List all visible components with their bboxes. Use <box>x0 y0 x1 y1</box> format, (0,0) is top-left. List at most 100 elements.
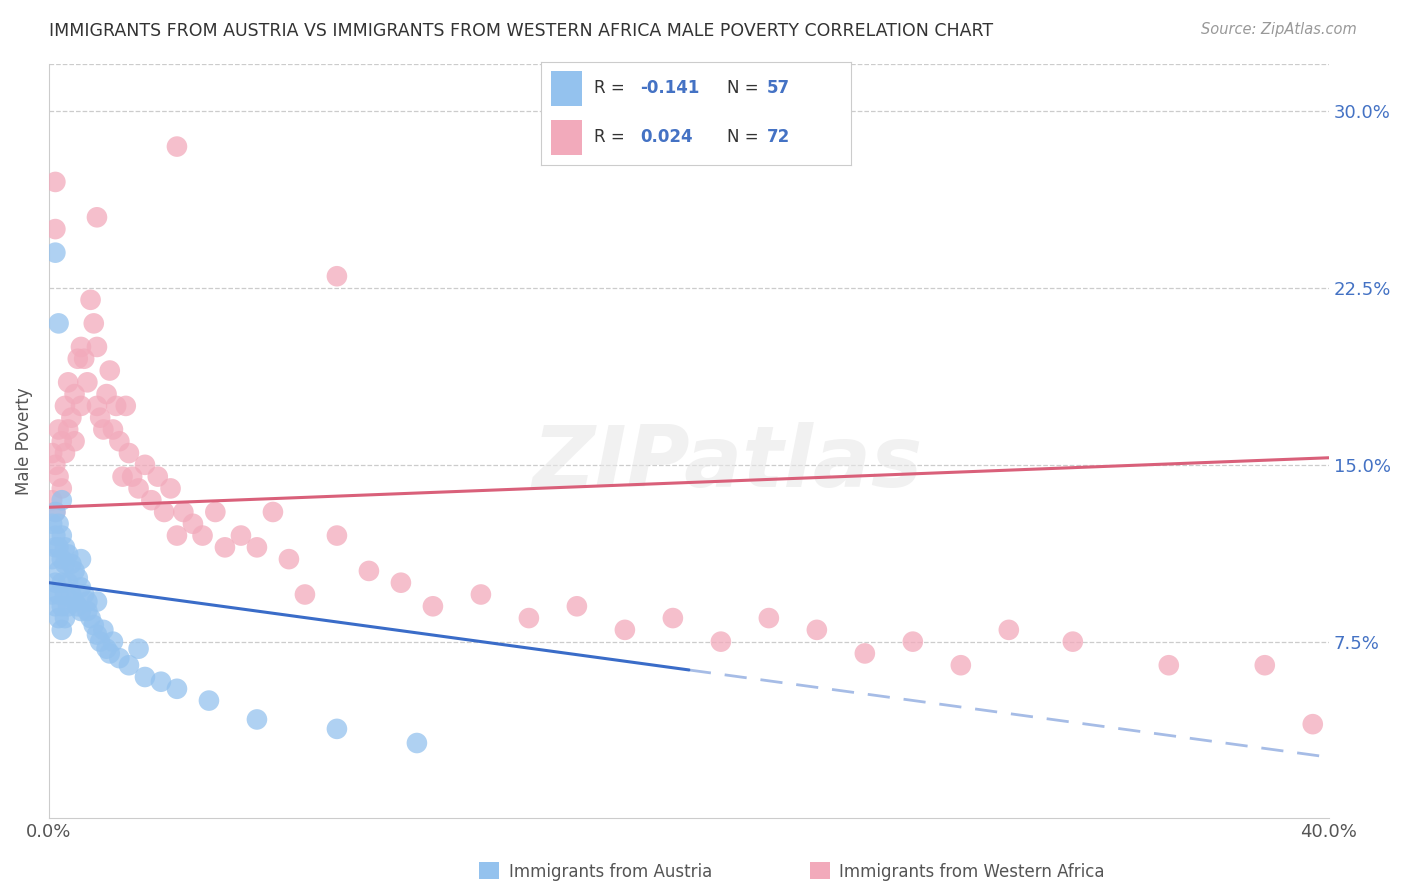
Point <box>389 575 412 590</box>
Point <box>93 623 115 637</box>
Point <box>121 469 143 483</box>
Point <box>83 317 105 331</box>
Text: N =: N = <box>727 79 763 97</box>
Point <box>63 564 86 578</box>
Point <box>86 399 108 413</box>
Point <box>326 528 349 542</box>
Point <box>53 541 76 555</box>
Point <box>70 552 93 566</box>
Point <box>76 376 98 390</box>
Point <box>166 139 188 153</box>
Point <box>166 681 188 696</box>
Point <box>758 611 780 625</box>
Text: Immigrants from Western Africa: Immigrants from Western Africa <box>839 863 1105 881</box>
Text: R =: R = <box>593 128 630 146</box>
Point <box>326 722 349 736</box>
Point <box>73 587 96 601</box>
Point <box>89 410 111 425</box>
Point <box>172 505 194 519</box>
Point <box>56 376 79 390</box>
Point <box>48 469 70 483</box>
Point <box>108 651 131 665</box>
Point <box>146 469 169 483</box>
Point <box>44 505 66 519</box>
Point <box>1302 717 1324 731</box>
Point <box>56 548 79 562</box>
Text: 72: 72 <box>768 128 790 146</box>
Text: ZIPatlas: ZIPatlas <box>531 423 922 506</box>
Point <box>134 458 156 472</box>
Point <box>51 528 73 542</box>
Point <box>406 736 429 750</box>
Point <box>114 399 136 413</box>
Point <box>96 641 118 656</box>
Text: 57: 57 <box>768 79 790 97</box>
Point <box>51 599 73 614</box>
Point <box>229 528 252 542</box>
Point <box>198 693 221 707</box>
Point <box>76 604 98 618</box>
Point <box>44 505 66 519</box>
Point <box>41 587 63 601</box>
Point <box>86 627 108 641</box>
Bar <box>551 120 582 155</box>
Point <box>96 387 118 401</box>
Point <box>204 505 226 519</box>
Text: IMMIGRANTS FROM AUSTRIA VS IMMIGRANTS FROM WESTERN AFRICA MALE POVERTY CORRELATI: IMMIGRANTS FROM AUSTRIA VS IMMIGRANTS FR… <box>49 22 993 40</box>
Text: -0.141: -0.141 <box>640 79 700 97</box>
Point <box>60 587 83 601</box>
Point <box>191 528 214 542</box>
Point <box>79 293 101 307</box>
Point <box>246 541 269 555</box>
Point <box>66 351 89 366</box>
Point <box>51 482 73 496</box>
Point <box>44 175 66 189</box>
Point <box>853 647 876 661</box>
Point <box>86 211 108 225</box>
Point <box>48 422 70 436</box>
Point <box>51 493 73 508</box>
Point <box>73 351 96 366</box>
Point <box>44 458 66 472</box>
Point <box>51 552 73 566</box>
Point <box>53 446 76 460</box>
Point <box>105 399 128 413</box>
Point <box>56 422 79 436</box>
Point <box>41 446 63 460</box>
Point <box>53 587 76 601</box>
Point <box>470 587 492 601</box>
Point <box>86 594 108 608</box>
Point <box>166 528 188 542</box>
Point <box>53 399 76 413</box>
Point <box>41 493 63 508</box>
Point <box>44 245 66 260</box>
Point <box>98 363 121 377</box>
Point <box>41 552 63 566</box>
Text: Immigrants from Austria: Immigrants from Austria <box>509 863 713 881</box>
Point <box>60 557 83 571</box>
Point <box>278 552 301 566</box>
Point <box>51 575 73 590</box>
Point <box>53 557 76 571</box>
Point <box>70 399 93 413</box>
Point <box>998 623 1021 637</box>
Point <box>1157 658 1180 673</box>
Point <box>48 611 70 625</box>
Point <box>710 634 733 648</box>
Point <box>66 571 89 585</box>
Point <box>51 623 73 637</box>
Point <box>1254 658 1277 673</box>
Point <box>70 581 93 595</box>
Point <box>48 541 70 555</box>
Point <box>48 516 70 531</box>
Point <box>48 564 70 578</box>
Point <box>98 647 121 661</box>
Point <box>44 222 66 236</box>
Point <box>128 641 150 656</box>
Point <box>63 434 86 449</box>
Point <box>662 611 685 625</box>
Point <box>44 541 66 555</box>
Point <box>901 634 924 648</box>
Point <box>111 469 134 483</box>
Text: Source: ZipAtlas.com: Source: ZipAtlas.com <box>1201 22 1357 37</box>
